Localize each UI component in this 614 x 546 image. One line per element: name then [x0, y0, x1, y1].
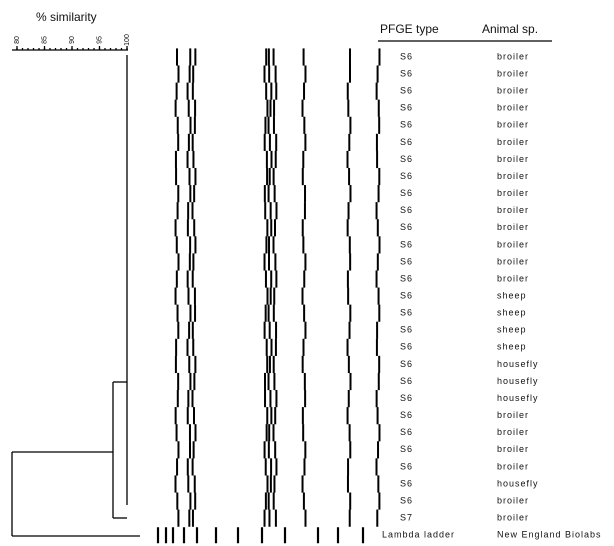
pfge-type: S6 [400, 290, 413, 300]
animal-species: broiler [497, 239, 529, 249]
animal-species: housefly [497, 359, 539, 369]
scale-tick-label: 90 [69, 36, 76, 44]
scale-title: % similarity [36, 10, 97, 24]
dendrogram [12, 55, 140, 536]
animal-species: broiler [497, 427, 529, 437]
pfge-type: S6 [400, 68, 413, 78]
animal-species: broiler [497, 205, 529, 215]
animal-species: broiler [497, 410, 529, 420]
animal-species: broiler [497, 513, 529, 523]
pfge-type: S7 [400, 513, 413, 523]
pfge-type: S6 [400, 273, 413, 283]
pfge-type: S6 [400, 154, 413, 164]
pfge-type: S6 [400, 171, 413, 181]
pfge-type: S6 [400, 359, 413, 369]
animal-species: broiler [497, 188, 529, 198]
pfge-type: S6 [400, 410, 413, 420]
scale-tick-label: 100 [124, 34, 131, 46]
pfge-type: S6 [400, 376, 413, 386]
pfge-type: S6 [400, 461, 413, 471]
pfge-type: S6 [400, 495, 413, 505]
pfge-type: S6 [400, 308, 413, 318]
scale-tick-label: 80 [14, 36, 21, 44]
pfge-type: S6 [400, 342, 413, 352]
pfge-type: S6 [400, 205, 413, 215]
figure: % similarity PFGE type Animal sp. 80 85 90… [0, 0, 614, 546]
pfge-type: S6 [400, 478, 413, 488]
scale-tick-label: 85 [41, 36, 48, 44]
scale-tick-label: 95 [96, 36, 103, 44]
animal-species: broiler [497, 273, 529, 283]
animal-species: sheep [497, 342, 527, 352]
pfge-type: S6 [400, 137, 413, 147]
pfge-type: S6 [400, 103, 413, 113]
pfge-type: S6 [400, 239, 413, 249]
animal-species: broiler [497, 86, 529, 96]
pfge-type: S6 [400, 51, 413, 61]
pfge-type: S6 [400, 427, 413, 437]
animal-species: broiler [497, 256, 529, 266]
animal-species: broiler [497, 103, 529, 113]
animal-species: broiler [497, 120, 529, 130]
pfge-type: S6 [400, 222, 413, 232]
animal-species: broiler [497, 51, 529, 61]
pfge-type: S6 [400, 393, 413, 403]
animal-species: sheep [497, 308, 527, 318]
column-header: Animal sp. [482, 22, 538, 36]
pfge-type: S6 [400, 86, 413, 96]
gel-image [158, 48, 380, 543]
pfge-type: S6 [400, 188, 413, 198]
pfge-type: S6 [400, 325, 413, 335]
animal-species: broiler [497, 68, 529, 78]
column-header: PFGE type [380, 22, 439, 36]
animal-species: broiler [497, 495, 529, 505]
animal-species: housefly [497, 478, 539, 488]
animal-species: sheep [497, 325, 527, 335]
animal-species: housefly [497, 393, 539, 403]
animal-species: broiler [497, 444, 529, 454]
animal-species: broiler [497, 137, 529, 147]
pfge-type: S6 [400, 444, 413, 454]
animal-species: New England Biolabs [497, 530, 602, 540]
animal-species: sheep [497, 290, 527, 300]
animal-species: housefly [497, 376, 539, 386]
pfge-type: S6 [400, 120, 413, 130]
animal-species: broiler [497, 171, 529, 181]
pfge-type: Lambda ladder [382, 530, 455, 540]
animal-species: broiler [497, 222, 529, 232]
pfge-type: S6 [400, 256, 413, 266]
animal-species: broiler [497, 154, 529, 164]
animal-species: broiler [497, 461, 529, 471]
